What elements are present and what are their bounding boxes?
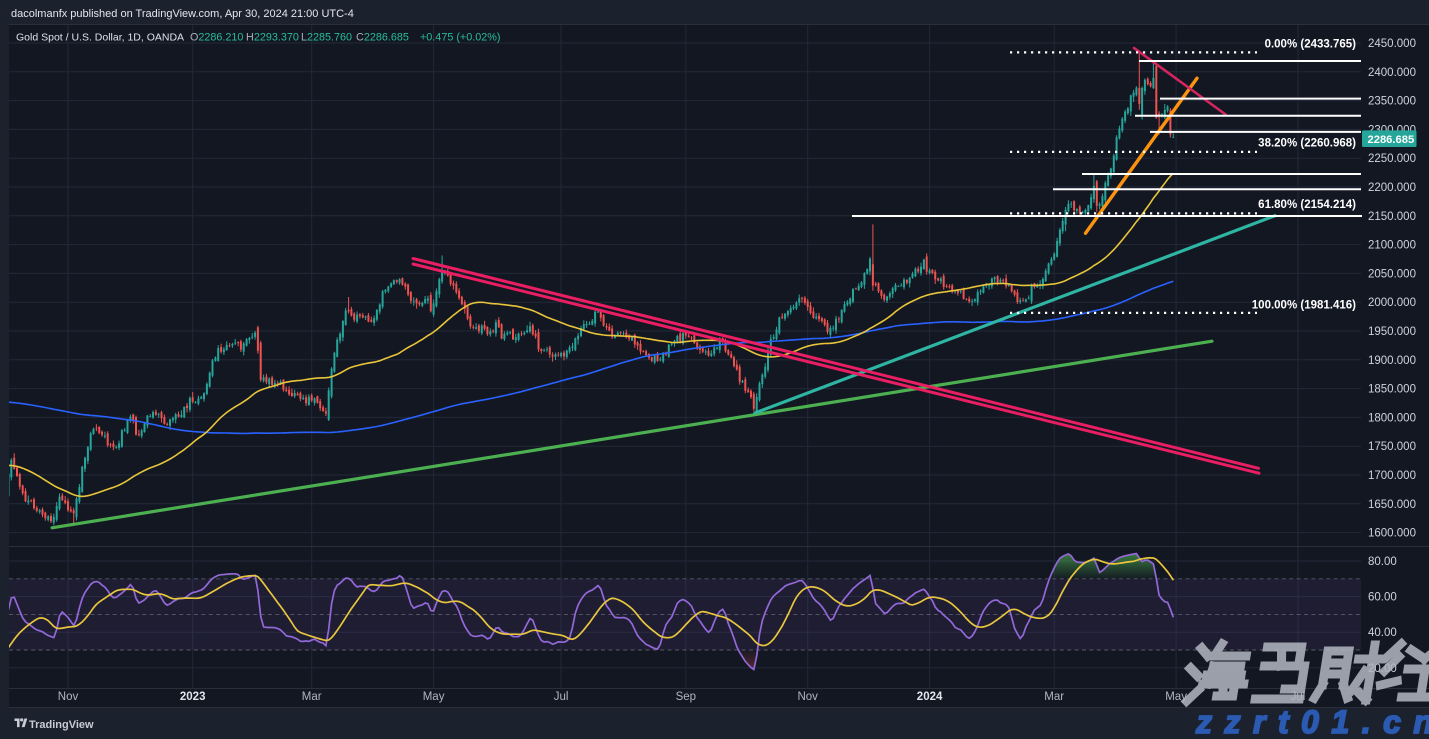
svg-text:1600.000: 1600.000	[1368, 528, 1416, 540]
svg-text:2250.000: 2250.000	[1368, 153, 1416, 165]
svg-text:Gold Spot / U.S. Dollar, 1D, O: Gold Spot / U.S. Dollar, 1D, OANDA	[16, 32, 184, 44]
svg-text:TradingView: TradingView	[29, 719, 94, 731]
svg-text:2450.000: 2450.000	[1368, 38, 1416, 50]
svg-text:Nov: Nov	[797, 691, 818, 703]
svg-text:May: May	[1165, 691, 1187, 703]
svg-text:2000.000: 2000.000	[1368, 297, 1416, 309]
svg-text:O2286.210: O2286.210	[190, 32, 243, 44]
svg-text:L2285.760: L2285.760	[301, 32, 352, 44]
svg-text:60.00: 60.00	[1368, 592, 1397, 604]
svg-text:1800.000: 1800.000	[1368, 412, 1416, 424]
svg-text:38.20% (2260.968): 38.20% (2260.968)	[1258, 138, 1356, 150]
svg-text:H2293.370: H2293.370	[246, 32, 299, 44]
svg-text:0.00% (2433.765): 0.00% (2433.765)	[1265, 39, 1357, 51]
svg-text:40.00: 40.00	[1368, 627, 1397, 639]
svg-text:zzrt01.cn: zzrt01.cn	[1195, 704, 1429, 739]
svg-text:Mar: Mar	[302, 691, 322, 703]
svg-text:2400.000: 2400.000	[1368, 67, 1416, 79]
svg-text:Sep: Sep	[676, 691, 696, 703]
svg-text:2150.000: 2150.000	[1368, 211, 1416, 223]
svg-text:1650.000: 1650.000	[1368, 499, 1416, 511]
svg-text:May: May	[423, 691, 445, 703]
svg-text:2350.000: 2350.000	[1368, 96, 1416, 108]
svg-text:61.80% (2154.214): 61.80% (2154.214)	[1258, 199, 1356, 211]
svg-text:+0.475 (+0.02%): +0.475 (+0.02%)	[420, 32, 500, 44]
svg-text:2286.685: 2286.685	[1368, 134, 1415, 146]
svg-text:2050.000: 2050.000	[1368, 268, 1416, 280]
svg-text:Mar: Mar	[1044, 691, 1064, 703]
svg-text:1750.000: 1750.000	[1368, 441, 1416, 453]
svg-text:1700.000: 1700.000	[1368, 470, 1416, 482]
svg-text:C2286.685: C2286.685	[356, 32, 409, 44]
svg-text:100.00% (1981.416): 100.00% (1981.416)	[1252, 300, 1356, 312]
svg-text:1950.000: 1950.000	[1368, 326, 1416, 338]
svg-text:80.00: 80.00	[1368, 556, 1397, 568]
svg-text:2023: 2023	[180, 691, 206, 703]
svg-text:1900.000: 1900.000	[1368, 355, 1416, 367]
svg-text:2024: 2024	[917, 691, 943, 703]
svg-text:1850.000: 1850.000	[1368, 384, 1416, 396]
svg-text:Jul: Jul	[554, 691, 569, 703]
svg-text:dacolmanfx published on Tradin: dacolmanfx published on TradingView.com,…	[11, 8, 354, 20]
svg-text:Nov: Nov	[58, 691, 79, 703]
svg-text:2200.000: 2200.000	[1368, 182, 1416, 194]
svg-text:2100.000: 2100.000	[1368, 240, 1416, 252]
